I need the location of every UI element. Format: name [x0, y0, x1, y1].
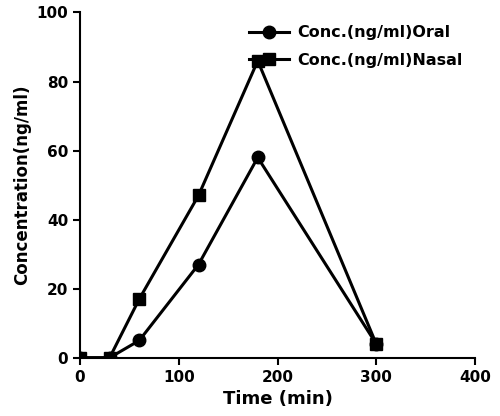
Conc.(ng/ml)Nasal	[77, 355, 83, 360]
Line: Conc.(ng/ml)Oral: Conc.(ng/ml)Oral	[74, 151, 382, 364]
Conc.(ng/ml)Nasal	[106, 355, 112, 360]
Legend: Conc.(ng/ml)Oral, Conc.(ng/ml)Nasal: Conc.(ng/ml)Oral, Conc.(ng/ml)Nasal	[244, 20, 467, 73]
Y-axis label: Concentration(ng/ml): Concentration(ng/ml)	[13, 85, 31, 285]
Conc.(ng/ml)Oral	[196, 262, 202, 267]
Conc.(ng/ml)Nasal	[373, 342, 380, 347]
Conc.(ng/ml)Oral	[373, 342, 380, 347]
Conc.(ng/ml)Oral	[136, 338, 142, 343]
Conc.(ng/ml)Oral	[77, 355, 83, 360]
Conc.(ng/ml)Nasal	[136, 297, 142, 302]
Conc.(ng/ml)Oral	[254, 155, 261, 160]
Line: Conc.(ng/ml)Nasal: Conc.(ng/ml)Nasal	[74, 54, 382, 364]
X-axis label: Time (min): Time (min)	[222, 390, 332, 408]
Conc.(ng/ml)Nasal	[254, 58, 261, 63]
Conc.(ng/ml)Nasal	[196, 193, 202, 198]
Conc.(ng/ml)Oral	[106, 355, 112, 360]
